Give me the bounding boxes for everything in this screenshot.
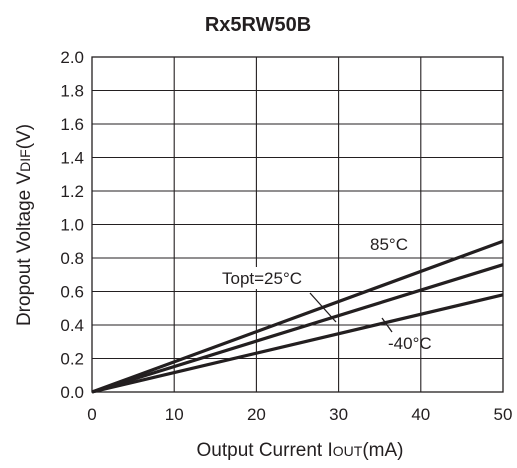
series-line <box>91 263 504 394</box>
y-tick-label: 0.8 <box>60 249 84 268</box>
annotation-leader <box>381 317 393 333</box>
y-tick-label: 1.6 <box>60 115 84 134</box>
x-axis-label: Output Current IOUT(mA) <box>197 440 404 461</box>
series-annotations: 85°C Topt=25°C -40°C <box>219 235 432 353</box>
annotation-backdrop <box>219 267 317 289</box>
annotation-leader <box>309 292 337 323</box>
series-annotation: 85°C <box>370 235 408 254</box>
y-tick-label: 0.4 <box>60 316 84 335</box>
series-annotation: -40°C <box>388 334 432 353</box>
x-tick-label: 30 <box>329 405 348 424</box>
x-tick-label: 0 <box>87 405 96 424</box>
y-tick-label: 0.6 <box>60 283 84 302</box>
y-tick-label: 2.0 <box>60 48 84 67</box>
x-tick-label: 20 <box>247 405 266 424</box>
tick-labels: 0 10 20 30 40 50 0.0 0.2 0.4 0.6 0.8 1.0 1.2 1.4 1.6 1.… <box>60 48 512 424</box>
y-tick-label: 1.2 <box>60 182 84 201</box>
series-layer <box>91 239 504 394</box>
y-tick-label: 0.2 <box>60 350 84 369</box>
y-tick-label: 0.0 <box>60 383 84 402</box>
series-line <box>91 293 504 394</box>
x-tick-label: 10 <box>165 405 184 424</box>
grid-layer <box>91 56 504 393</box>
y-tick-label: 1.4 <box>60 149 84 168</box>
series-annotation: Topt=25°C <box>222 269 302 288</box>
x-tick-label: 40 <box>411 405 430 424</box>
y-tick-label: 1.8 <box>60 82 84 101</box>
x-tick-label: 50 <box>494 405 513 424</box>
y-tick-label: 1.0 <box>60 216 84 235</box>
series-line <box>91 239 504 394</box>
plot-frame <box>91 56 504 393</box>
chart-title: Rx5RW50B <box>205 14 311 36</box>
y-axis-label: Dropout Voltage VDIF(V) <box>14 124 35 326</box>
